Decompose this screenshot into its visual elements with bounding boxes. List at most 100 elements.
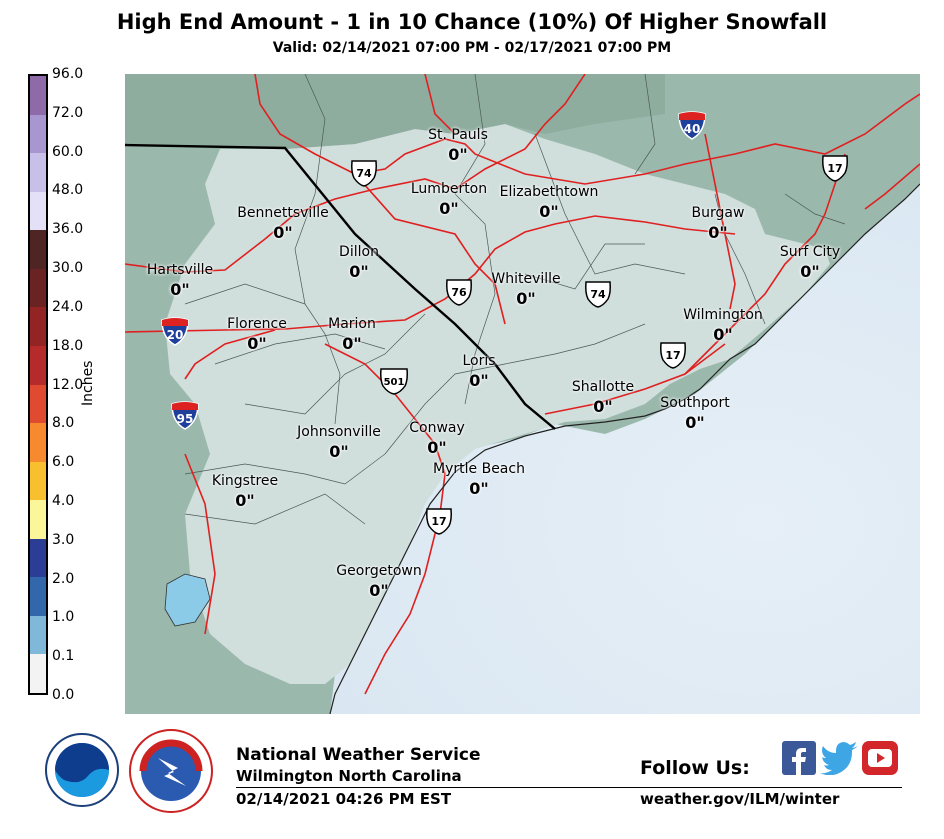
us-74-shield-west: 74 [351,160,377,187]
snowfall-amount: 0" [349,262,369,281]
interstate-95-shield: 95 [171,401,199,430]
city-label: Burgaw 0" [692,205,745,242]
legend-swatch [30,538,46,578]
city-label: Dillon 0" [339,244,379,281]
snowfall-amount: 0" [469,479,489,498]
legend-unit-label: Inches [80,360,96,406]
city-label: Florence 0" [227,316,287,353]
shield-label: 17 [431,515,446,528]
legend-tick-label: 1.0 [52,609,75,626]
city-label: Lumberton 0" [411,181,487,218]
legend-swatch [30,577,46,616]
city-name: Conway [409,420,465,436]
land-forecast-area [165,124,830,684]
city-name: Florence [227,316,287,332]
city-name: Bennettsville [237,205,329,221]
city-label: Southport 0" [660,395,729,432]
city-label: Myrtle Beach 0" [433,461,525,498]
legend-swatch [30,191,46,231]
city-label: Loris 0" [462,353,495,390]
legend-tick-label: 12.0 [52,376,84,393]
noaa-logo [45,733,119,807]
snowfall-amount: 0" [329,442,349,461]
snowfall-amount: 0" [439,199,459,218]
us-17-shield-south: 17 [426,508,452,535]
legend-swatch [30,615,46,655]
legend-tick-label: 60.0 [52,143,84,160]
county-lines [184,74,846,525]
snowfall-legend [28,74,48,695]
city-label: Hartsville 0" [147,262,213,299]
forecast-area-border [125,143,556,430]
issued-time: 02/14/2021 04:26 PM EST [236,790,452,808]
legend-swatch [30,76,46,115]
shield-label: 17 [827,162,842,175]
city-label: Surf City 0" [780,244,840,281]
city-name: Myrtle Beach [433,461,525,477]
city-label: Wilmington 0" [683,307,763,344]
shield-label: 17 [665,349,680,362]
city-label: Marion 0" [328,316,376,353]
legend-swatch [30,345,46,385]
shield-label: 74 [356,167,372,180]
shield-label: 76 [451,286,467,299]
city-name: Lumberton [410,181,488,197]
city-name: St. Pauls [428,127,488,143]
twitter-icon[interactable] [820,741,860,775]
shield-label: 95 [177,412,194,426]
snowfall-amount: 0" [708,223,728,242]
legend-tick-label: 30.0 [52,260,84,277]
city-name: Loris [462,353,496,369]
city-name: Elizabethtown [499,184,599,200]
legend-tick-label: 2.0 [52,570,75,587]
city-label: Elizabethtown 0" [500,184,599,221]
city-name: Marion [328,316,376,332]
city-label: Kingstree 0" [212,473,278,510]
office-name: Wilmington North Carolina [236,767,462,785]
legend-tick-label: 0.0 [52,687,75,703]
legend-tick-label: 24.0 [52,298,84,315]
shield-label: 40 [684,122,701,136]
youtube-icon[interactable] [862,741,898,775]
legend-swatch [30,307,46,346]
footer: National Weather Service Wilmington Nort… [0,724,944,839]
legend-tick-label: 6.0 [52,454,75,471]
snowfall-amount: 0" [469,371,489,390]
snowfall-amount: 0" [800,262,820,281]
city-name: Hartsville [146,262,214,278]
snowfall-amount: 0" [273,223,293,242]
forecast-map [125,74,920,714]
facebook-icon[interactable] [782,741,816,775]
city-label: Georgetown 0" [336,563,421,600]
city-label: St. Pauls 0" [428,127,488,164]
legend-swatch [30,461,46,501]
legend-tick-label: 96.0 [52,66,84,82]
snowfall-amount: 0" [593,397,613,416]
interstate-40-shield: 40 [678,111,706,140]
land-north [125,74,665,149]
website-url[interactable]: weather.gov/ILM/winter [640,790,840,808]
city-name: Dillon [339,244,379,260]
snowfall-amount: 0" [448,145,468,164]
snowfall-amount: 0" [516,289,536,308]
valid-period: Valid: 02/14/2021 07:00 PM - 02/17/2021 … [272,40,672,56]
map-title: High End Amount - 1 in 10 Chance (10%) O… [116,10,828,34]
legend-swatch [30,153,46,192]
city-name: Wilmington [683,307,763,323]
snowfall-amount: 0" [427,438,447,457]
city-name: Shallotte [571,379,635,395]
legend-tick-label: 72.0 [52,104,84,121]
legend-swatch [30,114,46,154]
snowfall-amount: 0" [539,202,559,221]
shield-label: 74 [590,288,606,301]
city-label: Bennettsville 0" [237,205,328,242]
legend-tick-label: 8.0 [52,415,75,432]
interstate-20-shield: 20 [161,317,189,346]
legend-tick-label: 18.0 [52,337,84,354]
us-17-shield-mid: 17 [660,342,686,369]
lake [164,573,211,627]
snowfall-amount: 0" [369,581,389,600]
snowfall-amount: 0" [235,491,255,510]
city-name: Georgetown [336,563,422,579]
footer-divider [236,787,902,788]
